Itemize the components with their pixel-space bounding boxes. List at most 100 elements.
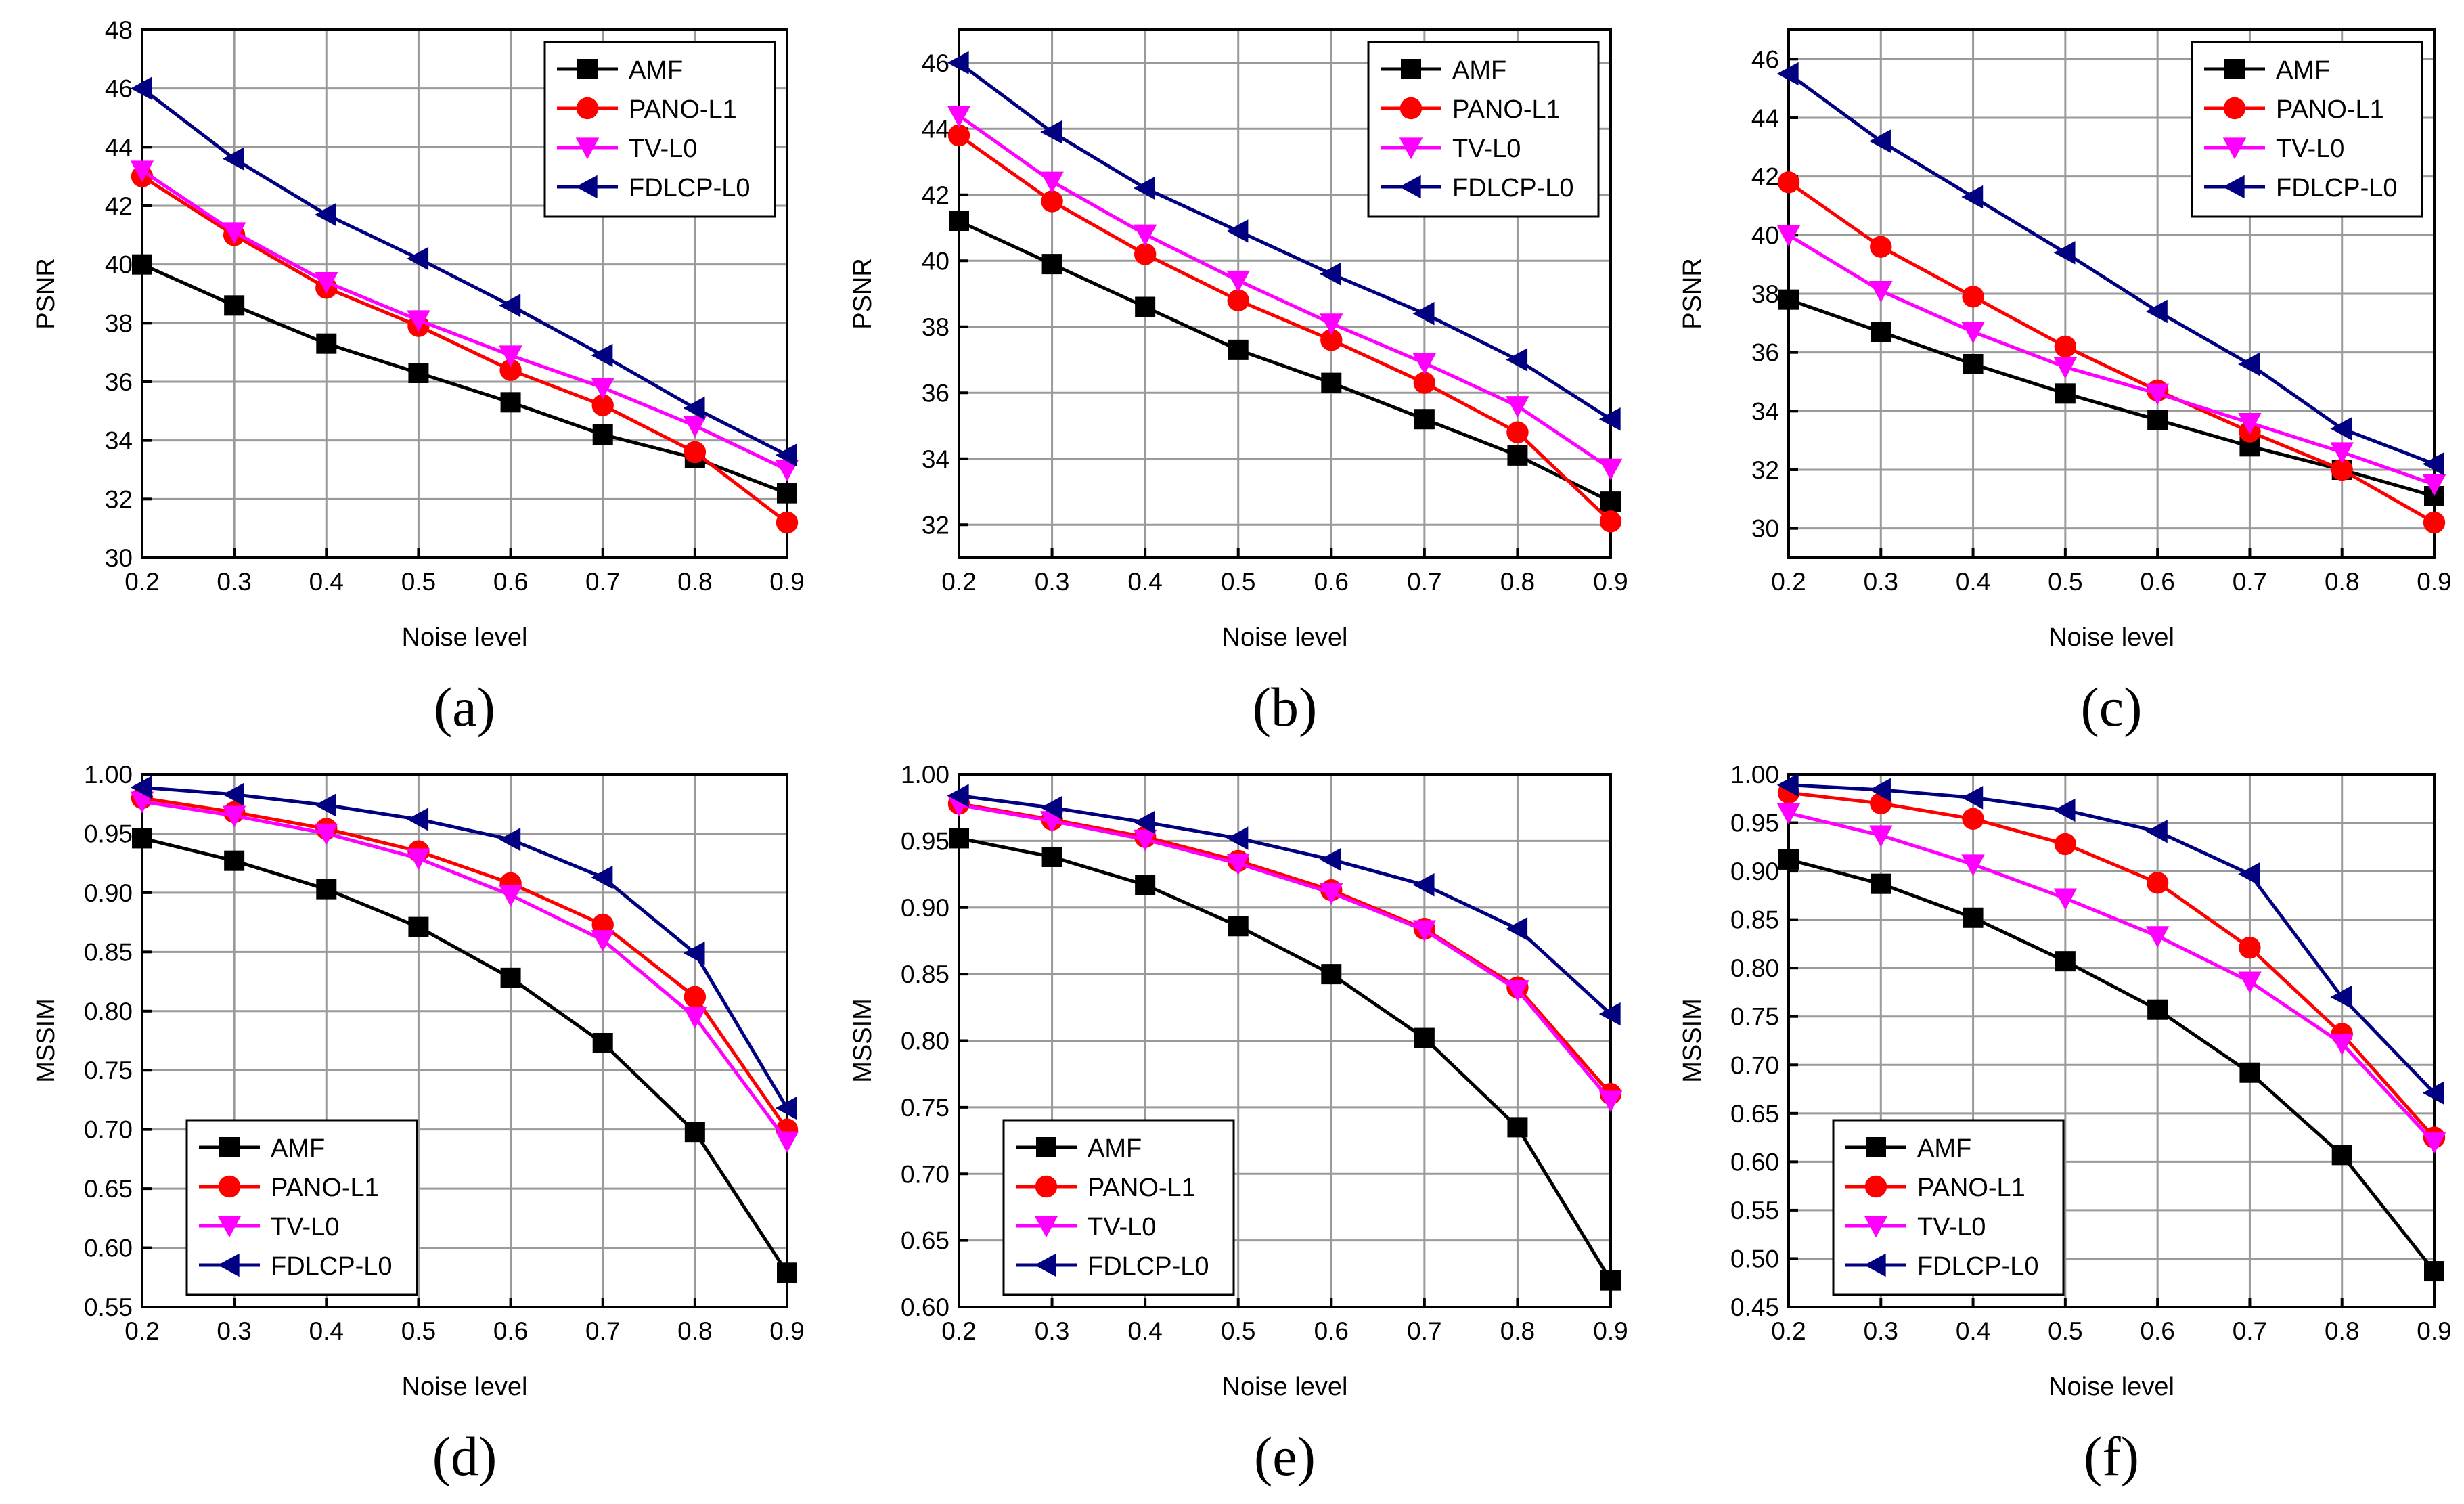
y-tick-label: 0.70 <box>1730 1051 1779 1079</box>
data-point <box>775 1096 797 1120</box>
y-tick-label: 36 <box>922 379 949 407</box>
y-axis-title: PSNR <box>849 258 877 330</box>
plot-frame <box>1787 773 2436 1308</box>
legend: AMF PANO-L1 TV-L0 FDLCP-L0 <box>543 41 776 218</box>
series-line <box>958 794 1612 1015</box>
series-line <box>141 169 788 472</box>
y-tick-label: 32 <box>1751 456 1779 484</box>
y-tick-label: 0.85 <box>84 938 133 966</box>
y-tick-label: 32 <box>922 511 949 539</box>
legend-label: PANO-L1 <box>629 95 737 124</box>
legend: AMF PANO-L1 TV-L0 FDLCP-L0 <box>1367 41 1600 218</box>
data-point <box>222 147 244 171</box>
data-point <box>2422 1081 2444 1105</box>
y-tick-label: 0.55 <box>1730 1197 1779 1224</box>
legend-label: PANO-L1 <box>2276 95 2384 124</box>
data-point <box>500 392 521 413</box>
x-tick-label: 0.6 <box>2140 568 2174 596</box>
legend-marker <box>1864 1253 1886 1277</box>
data-point <box>499 827 521 851</box>
y-axis-title: MSSIM <box>1678 998 1707 1083</box>
data-point <box>2147 999 2168 1020</box>
data-point <box>591 865 613 889</box>
x-tick-label: 0.8 <box>677 568 712 596</box>
x-tick-label: 0.8 <box>677 1317 712 1345</box>
data-point <box>1041 846 1062 867</box>
series-line <box>958 219 1612 504</box>
y-tick-label: 0.80 <box>901 1027 949 1055</box>
data-point <box>2145 299 2168 324</box>
legend-marker <box>1399 175 1421 199</box>
legend: AMF PANO-L1 TV-L0 FDLCP-L0 <box>1002 1119 1235 1296</box>
data-point <box>2146 872 2169 894</box>
data-point <box>1320 847 1341 872</box>
data-point <box>777 1262 797 1283</box>
legend-marker <box>218 1175 241 1198</box>
legend-marker <box>1399 97 1423 120</box>
y-tick-label: 0.60 <box>901 1293 949 1321</box>
y-tick-label: 42 <box>922 181 949 209</box>
x-tick-label: 0.5 <box>401 568 436 596</box>
data-point <box>1412 873 1435 897</box>
y-tick-label: 42 <box>105 192 133 220</box>
y-tick-label: 34 <box>1751 397 1779 425</box>
x-tick-label: 0.5 <box>2048 568 2082 596</box>
legend-label: TV-L0 <box>629 135 697 163</box>
legend-label: AMF <box>1917 1134 1971 1163</box>
legend-marker <box>2222 137 2247 160</box>
y-tick-label: 46 <box>1751 45 1779 73</box>
data-point <box>2145 926 2170 948</box>
x-tick-label: 0.9 <box>2417 1317 2451 1345</box>
data-point <box>1321 372 1342 393</box>
y-axis-title: PSNR <box>32 258 60 330</box>
y-tick-label: 0.95 <box>84 820 133 847</box>
x-tick-label: 0.7 <box>585 1317 620 1345</box>
plot-frame <box>958 28 1612 559</box>
x-tick-label: 0.9 <box>769 568 804 596</box>
x-tick-label: 0.3 <box>1864 568 1898 596</box>
data-point <box>2239 936 2261 959</box>
x-tick-label: 0.3 <box>1864 1317 1898 1345</box>
data-point <box>1776 773 1799 797</box>
data-point <box>315 202 336 227</box>
data-point <box>1870 236 1892 258</box>
x-tick-label: 0.2 <box>125 568 159 596</box>
legend-marker <box>2222 175 2245 199</box>
data-point <box>1413 372 1436 394</box>
legend-marker <box>1034 1216 1058 1238</box>
y-tick-label: 0.65 <box>84 1175 133 1203</box>
legend-marker <box>2224 59 2245 79</box>
legend-label: FDLCP-L0 <box>2276 174 2398 202</box>
data-point <box>500 967 521 988</box>
legend-label: AMF <box>1088 1134 1142 1163</box>
x-tick-label: 0.8 <box>2325 568 2359 596</box>
data-point <box>591 394 614 416</box>
x-tick-label: 0.2 <box>1771 1317 1806 1345</box>
x-tick-label: 0.4 <box>1127 1317 1162 1345</box>
legend-label: FDLCP-L0 <box>629 174 751 202</box>
x-tick-label: 0.8 <box>1500 1317 1535 1345</box>
data-point <box>2147 410 2168 430</box>
y-tick-label: 0.80 <box>1730 954 1779 982</box>
data-point <box>1228 339 1249 360</box>
series-line <box>141 799 789 1143</box>
data-point <box>947 784 969 808</box>
legend-label: PANO-L1 <box>271 1174 379 1202</box>
legend-label: TV-L0 <box>271 1213 339 1241</box>
data-point <box>1135 875 1156 895</box>
chart-panel: 0.2 0.3 0.4 0.5 0.6 0.7 0.8 0.9 0.55 0.60 0.65 0.70… <box>32 761 805 1487</box>
x-tick-label: 0.6 <box>1314 568 1349 596</box>
data-point <box>683 1007 707 1029</box>
data-point <box>1506 980 1529 1002</box>
panel-caption: (f) <box>2084 1425 2139 1487</box>
chart-panel: 0.2 0.3 0.4 0.5 0.6 0.7 0.8 0.9 0.60 0.65 0.70 0.75… <box>849 761 1628 1487</box>
y-tick-label: 0.65 <box>901 1227 949 1255</box>
data-point <box>2330 985 2352 1009</box>
data-point <box>316 879 337 900</box>
x-tick-label: 0.6 <box>1314 1317 1349 1345</box>
data-point <box>683 941 705 965</box>
legend-marker <box>1036 1137 1056 1157</box>
series-line <box>958 803 1612 1102</box>
data-point <box>1412 302 1435 326</box>
data-point <box>1963 354 1984 374</box>
